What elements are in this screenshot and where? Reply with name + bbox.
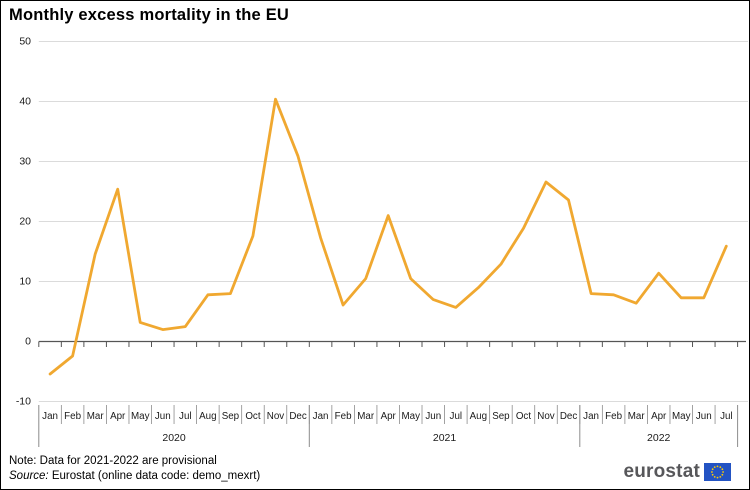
month-label: Apr [651,411,667,422]
flag-star [716,476,719,478]
y-axis-label-40: 40 [19,96,31,108]
flag-star [719,475,722,478]
month-label: Jun [155,411,171,422]
month-label: Feb [335,411,352,422]
year-label-2020: 2020 [162,432,186,444]
y-axis-label-20: 20 [19,216,31,228]
y-axis-label-0: 0 [25,336,31,348]
flag-star [716,465,719,467]
flag-star [722,470,724,473]
month-label: Jun [696,411,712,422]
month-label: Nov [267,411,285,422]
flag-star [711,473,714,476]
month-label: Aug [199,411,216,422]
month-label: Mar [87,411,105,422]
eu-flag-icon [704,462,731,481]
chart-title: Monthly excess mortality in the EU [9,6,290,24]
flag-star [713,475,716,478]
month-label: May [401,411,420,422]
month-label: Jan [42,411,58,422]
month-label: Feb [64,411,81,422]
month-label: Dec [560,411,578,422]
month-label: Apr [110,411,126,422]
month-label: Oct [245,411,261,422]
footer-source: Source: Eurostat (online data code: demo… [9,469,260,484]
flag-star [721,473,724,476]
flag-star [721,467,724,470]
year-label-2022: 2022 [647,432,671,444]
flag-star [719,465,722,468]
source-text: Eurostat (online data code: demo_mexrt) [48,470,261,482]
month-label: Dec [289,411,307,422]
month-label: Aug [470,411,487,422]
month-label: Nov [537,411,555,422]
footer-note: Note: Data for 2021-2022 are provisional [9,455,217,467]
month-label: May [672,411,691,422]
y-axis-label-50: 50 [19,36,31,48]
month-label: Jan [583,411,599,422]
source-label: Source: [9,470,49,482]
month-label: Mar [628,411,646,422]
month-label: Apr [381,411,397,422]
month-label: Jan [313,411,329,422]
month-label: Jul [179,411,192,422]
flag-star [711,470,713,473]
eurostat-logo: eurostat [623,462,731,481]
flag-star [713,465,716,468]
year-label-2021: 2021 [433,432,457,444]
month-label: Sep [492,411,510,422]
month-label: Sep [222,411,240,422]
excess-mortality-line-chart: 50 40 30 20 10 0 -10 Jan Feb Mar Apr May Jun Jul Aug Se… [16,36,748,447]
month-label: Jul [720,411,733,422]
data-line-EU monthly excess mortality (%) [48,97,728,376]
y-axis-label-10: 10 [19,276,31,288]
flag-star [711,467,714,470]
eurostat-wordmark: eurostat [623,461,700,482]
month-label: Mar [357,411,375,422]
month-label: May [131,411,150,422]
y-axis-label--10: -10 [16,396,31,408]
month-label: Jun [425,411,441,422]
y-axis-label-30: 30 [19,156,31,168]
chart-footer: Note: Data for 2021-2022 are provisional… [9,454,260,484]
month-label: Jul [450,411,463,422]
month-label: Feb [605,411,622,422]
month-label: Oct [516,411,532,422]
